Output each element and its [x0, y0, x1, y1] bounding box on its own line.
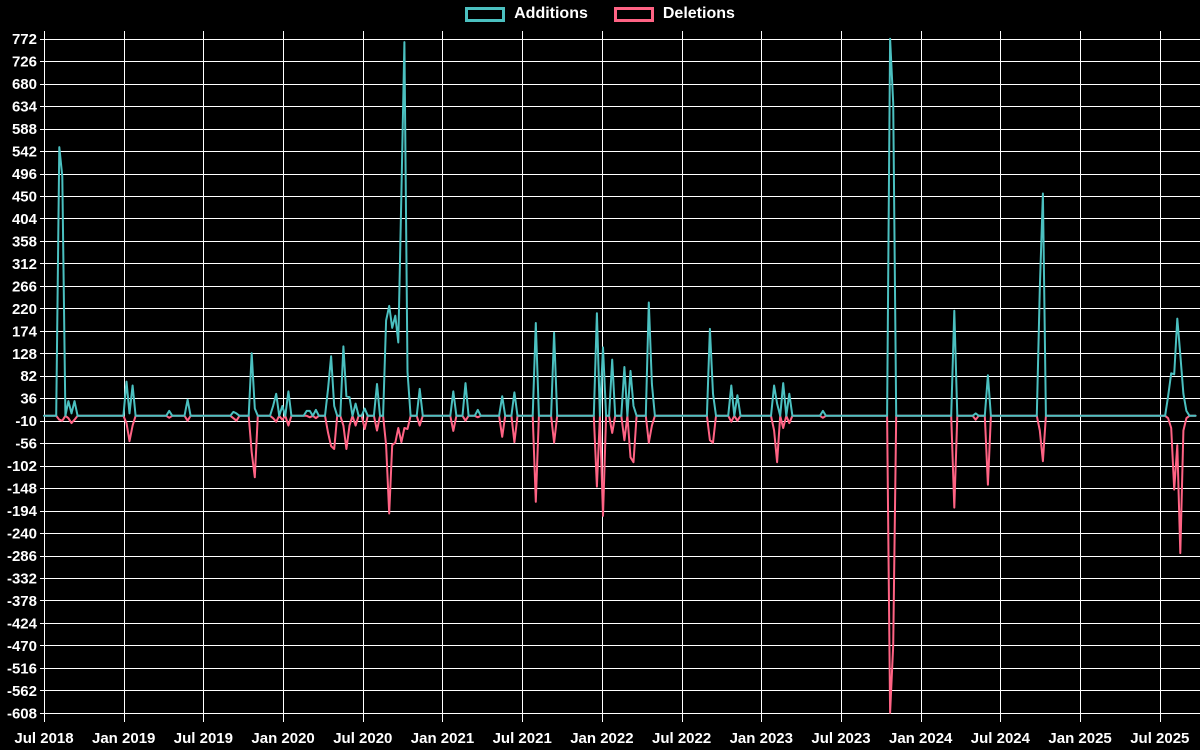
x-tick-labels: Jul 2018 Jan 2019 Jul 2019 Jan 2020 Jul 2020…: [14, 730, 1189, 747]
deletions-legend-label: Deletions: [662, 5, 735, 22]
legend-item-additions[interactable]: Additions: [465, 6, 588, 22]
x-tick-label: Jul 2020: [333, 730, 392, 747]
y-tick-label: 680: [12, 76, 37, 93]
additions-swatch-icon: [465, 6, 506, 22]
y-tick-label: 266: [12, 278, 37, 295]
x-tick-label: Jan 2022: [570, 730, 633, 747]
x-tick-label: Jan 2021: [411, 730, 474, 747]
x-tick-label: Jul 2021: [493, 730, 552, 747]
y-tick-label: 312: [12, 256, 37, 273]
additions-line: [43, 37, 1197, 417]
x-tick-label: Jan 2020: [251, 730, 314, 747]
y-tick-label: 496: [12, 166, 37, 183]
y-tick-label: 450: [12, 188, 37, 205]
y-tick-label: 588: [12, 121, 37, 138]
y-tick-label: -148: [7, 481, 37, 498]
x-tick-label: Jan 2019: [92, 730, 155, 747]
y-tick-label: 772: [12, 31, 37, 48]
y-tick-label: 634: [12, 99, 38, 116]
y-tick-label: -470: [7, 638, 37, 655]
x-tick-label: Jul 2019: [174, 730, 233, 747]
y-tick-label: -332: [7, 570, 37, 587]
x-tick-label: Jul 2023: [811, 730, 870, 747]
y-tick-label: -286: [7, 548, 37, 565]
y-tick-label: -608: [7, 705, 37, 722]
y-tick-label: -194: [7, 503, 38, 520]
chart-legend: Additions Deletions: [0, 6, 1200, 22]
y-tick-label: 36: [20, 391, 37, 408]
y-tick-label: -240: [7, 526, 37, 543]
y-tick-label: 128: [12, 346, 37, 363]
y-tick-label: -10: [15, 413, 37, 430]
y-tick-label: -424: [7, 615, 38, 632]
x-tick-label: Jul 2024: [971, 730, 1031, 747]
y-tick-label: -102: [7, 458, 37, 475]
x-tick-label: Jan 2024: [889, 730, 953, 747]
legend-item-deletions[interactable]: Deletions: [613, 5, 735, 22]
y-tick-label: -378: [7, 593, 37, 610]
y-tick-label: -562: [7, 683, 37, 700]
x-tick-label: Jul 2018: [14, 730, 73, 747]
y-tick-label: 404: [12, 211, 38, 228]
y-tick-labels: 772 726 680 634 588 542 496 450 404 358 312 266 220 1…: [7, 31, 38, 722]
y-gridlines: [40, 39, 1200, 714]
y-tick-label: -56: [15, 436, 37, 453]
y-tick-label: 542: [12, 144, 37, 161]
gridlines: [40, 31, 1200, 722]
y-tick-label: -516: [7, 660, 37, 677]
x-tick-label: Jul 2025: [1130, 730, 1189, 747]
y-tick-label: 220: [12, 301, 37, 318]
y-tick-label: 358: [12, 233, 37, 250]
y-tick-label: 174: [12, 323, 38, 340]
deletions-swatch-icon: [613, 6, 654, 22]
y-tick-label: 82: [20, 368, 37, 385]
additions-legend-label: Additions: [514, 5, 588, 22]
x-gridlines: [44, 31, 1161, 722]
x-tick-label: Jul 2022: [652, 730, 711, 747]
y-tick-label: 726: [12, 54, 37, 71]
x-tick-label: Jan 2023: [730, 730, 793, 747]
x-tick-label: Jan 2025: [1048, 730, 1111, 747]
